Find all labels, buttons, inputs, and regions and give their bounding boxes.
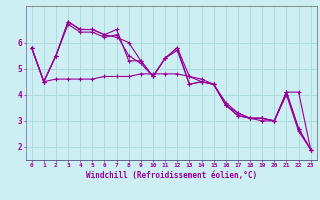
X-axis label: Windchill (Refroidissement éolien,°C): Windchill (Refroidissement éolien,°C): [86, 171, 257, 180]
